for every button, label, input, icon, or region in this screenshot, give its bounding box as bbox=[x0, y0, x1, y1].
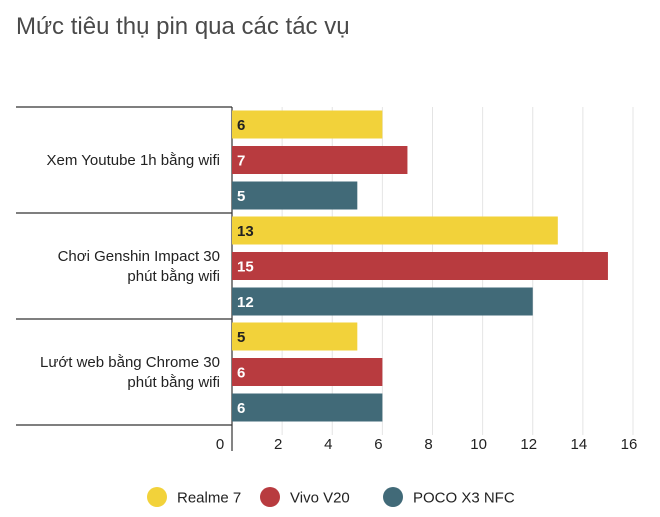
x-tick-label: 12 bbox=[520, 436, 537, 453]
data-labels: 6 7 5 13 15 12 5 6 6 bbox=[237, 117, 254, 417]
legend-label: Vivo V20 bbox=[290, 490, 350, 507]
bar bbox=[232, 216, 558, 245]
x-tick-label: 16 bbox=[621, 436, 638, 453]
legend-label: POCO X3 NFC bbox=[413, 490, 515, 507]
x-tick-label: 14 bbox=[571, 436, 588, 453]
category-label: Xem Youtube 1h bằng wifi bbox=[47, 152, 220, 169]
data-label: 6 bbox=[237, 400, 245, 417]
data-label: 7 bbox=[237, 153, 245, 170]
category-label: phút bằng wifi bbox=[127, 374, 220, 391]
x-tick-label: 4 bbox=[324, 436, 332, 453]
x-tick-labels: 0 2 4 6 8 10 12 14 16 bbox=[216, 436, 638, 453]
legend-label: Realme 7 bbox=[177, 490, 241, 507]
x-tick-label: 6 bbox=[374, 436, 382, 453]
legend-marker bbox=[260, 487, 280, 507]
bar bbox=[232, 322, 358, 351]
x-tick-label: 10 bbox=[470, 436, 487, 453]
data-label: 12 bbox=[237, 294, 254, 311]
bar bbox=[232, 146, 408, 174]
data-label: 5 bbox=[237, 188, 245, 205]
bar bbox=[232, 393, 383, 422]
data-label: 6 bbox=[237, 117, 245, 134]
bar bbox=[232, 252, 608, 280]
data-label: 15 bbox=[237, 259, 254, 276]
x-tick-label: 2 bbox=[274, 436, 282, 453]
x-tick-label: 0 bbox=[216, 436, 224, 453]
category-label: Lướt web bằng Chrome 30 bbox=[40, 354, 220, 371]
bars bbox=[232, 110, 608, 422]
category-labels: Xem Youtube 1h bằng wifi Chơi Genshin Imp… bbox=[40, 152, 220, 391]
category-label: phút bằng wifi bbox=[127, 268, 220, 285]
chart-title: Mức tiêu thụ pin qua các tác vụ bbox=[16, 13, 350, 40]
data-label: 13 bbox=[237, 223, 254, 240]
category-label: Chơi Genshin Impact 30 bbox=[58, 248, 220, 265]
legend-marker bbox=[147, 487, 167, 507]
bar bbox=[232, 358, 383, 386]
bar bbox=[232, 110, 383, 139]
bar bbox=[232, 287, 533, 316]
bar bbox=[232, 181, 358, 210]
data-label: 5 bbox=[237, 329, 245, 346]
x-tick-label: 8 bbox=[424, 436, 432, 453]
legend-marker bbox=[383, 487, 403, 507]
legend: Realme 7 Vivo V20 POCO X3 NFC bbox=[147, 487, 515, 507]
data-label: 6 bbox=[237, 365, 245, 382]
